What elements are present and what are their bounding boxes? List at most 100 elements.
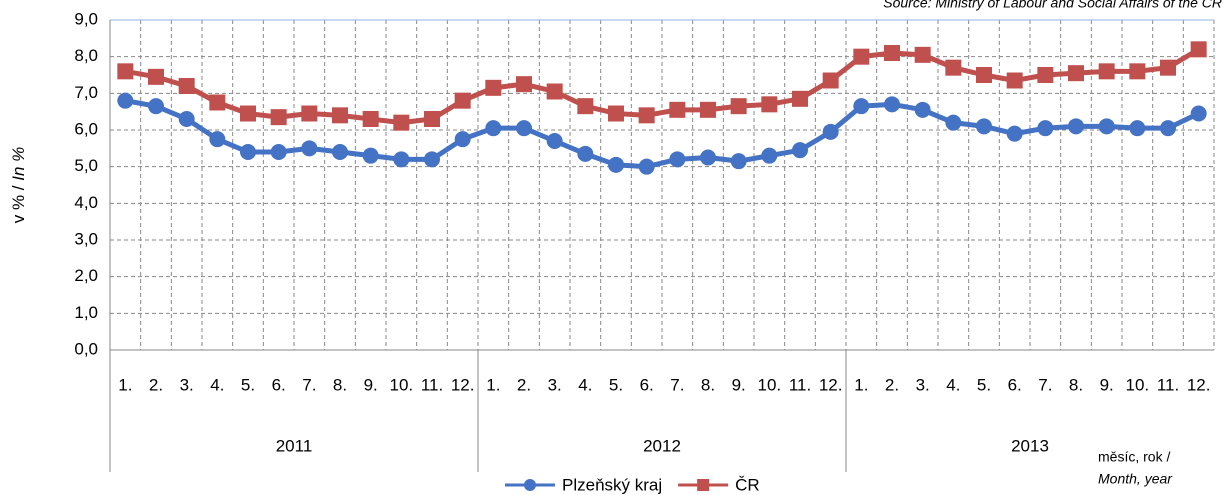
marker xyxy=(914,46,931,63)
marker xyxy=(270,144,287,160)
y-tick-label: 4,0 xyxy=(74,193,98,212)
marker xyxy=(424,151,440,168)
x-tick-label: 1. xyxy=(118,375,132,394)
x-tick-label: 12. xyxy=(1187,375,1211,394)
x-tick-label: 4. xyxy=(946,375,960,394)
marker xyxy=(516,120,532,137)
x-tick-label: 7. xyxy=(670,375,684,394)
x-tick-label: 2. xyxy=(885,375,899,394)
y-tick-label: 3,0 xyxy=(74,229,98,248)
x-tick-label: 5. xyxy=(241,375,255,394)
y-tick-label: 5,0 xyxy=(74,156,98,175)
x-tick-label: 11. xyxy=(1157,375,1179,394)
marker xyxy=(638,107,655,124)
marker xyxy=(1006,72,1023,89)
marker xyxy=(301,105,318,122)
marker xyxy=(577,145,594,162)
marker xyxy=(485,79,502,96)
marker xyxy=(1160,120,1176,137)
marker xyxy=(362,111,379,127)
x-tick-label: 8. xyxy=(333,375,347,394)
marker xyxy=(1129,63,1146,80)
x-axis-label: měsíc, rok / xyxy=(1098,449,1170,465)
marker xyxy=(945,59,962,76)
x-tick-label: 8. xyxy=(1069,375,1083,394)
marker xyxy=(454,92,471,109)
marker xyxy=(700,149,716,166)
marker xyxy=(240,144,256,160)
x-tick-label: 6. xyxy=(272,375,286,394)
marker xyxy=(669,101,686,118)
marker xyxy=(485,120,502,137)
x-tick-label: 11. xyxy=(421,375,443,394)
x-tick-label: 10. xyxy=(390,375,414,394)
x-tick-label: 4. xyxy=(210,375,224,394)
x-tick-label: 9. xyxy=(1100,375,1114,394)
marker xyxy=(332,107,348,124)
marker xyxy=(577,98,594,115)
marker xyxy=(608,156,624,173)
marker xyxy=(1129,120,1146,137)
marker xyxy=(792,142,808,159)
x-tick-label: 3. xyxy=(548,375,562,394)
marker xyxy=(1098,118,1115,135)
y-label-italic: In % xyxy=(9,147,28,181)
marker xyxy=(454,131,471,148)
x-tick-label: 12. xyxy=(819,375,843,394)
marker xyxy=(1037,120,1054,137)
x-tick-label: 5. xyxy=(977,375,991,394)
marker xyxy=(424,111,440,127)
marker xyxy=(178,111,195,127)
year-label: 2013 xyxy=(1011,436,1049,455)
marker xyxy=(148,68,164,85)
marker xyxy=(1160,59,1176,76)
year-label: 2012 xyxy=(643,436,681,455)
y-tick-label: 7,0 xyxy=(74,83,98,102)
marker xyxy=(393,114,410,131)
marker xyxy=(209,94,226,111)
marker xyxy=(700,101,716,118)
x-tick-label: 3. xyxy=(916,375,930,394)
marker xyxy=(546,133,563,149)
marker xyxy=(976,67,992,83)
marker xyxy=(1037,67,1054,83)
x-tick-label: 8. xyxy=(701,375,715,394)
marker xyxy=(822,72,839,89)
marker xyxy=(638,158,655,175)
marker xyxy=(730,153,747,170)
marker xyxy=(1006,125,1023,142)
marker xyxy=(1098,63,1115,80)
marker xyxy=(884,45,900,61)
marker xyxy=(1190,105,1207,122)
marker xyxy=(117,92,134,109)
x-axis-label-italic: Month, year xyxy=(1098,471,1173,487)
y-tick-label: 1,0 xyxy=(74,303,98,322)
marker xyxy=(761,96,778,113)
legend-marker xyxy=(524,479,536,491)
x-tick-label: 2. xyxy=(517,375,531,394)
y-tick-label: 6,0 xyxy=(74,119,98,138)
y-tick-label: 2,0 xyxy=(74,266,98,285)
marker xyxy=(761,147,778,164)
marker xyxy=(1190,41,1207,58)
legend-label: Plzeňský kraj xyxy=(562,475,662,494)
x-tick-label: 6. xyxy=(640,375,654,394)
marker xyxy=(822,123,839,140)
marker xyxy=(914,101,931,118)
x-tick-label: 5. xyxy=(609,375,623,394)
marker xyxy=(148,98,164,115)
y-axis-label: v % / In % xyxy=(9,147,28,224)
marker xyxy=(884,96,900,113)
y-tick-label: 9,0 xyxy=(74,9,98,28)
marker xyxy=(240,105,256,122)
x-tick-label: 6. xyxy=(1008,375,1022,394)
y-label: v % / xyxy=(9,181,28,224)
marker xyxy=(332,144,348,160)
x-tick-label: 9. xyxy=(364,375,378,394)
legend-label: ČR xyxy=(735,475,760,494)
marker xyxy=(792,90,808,107)
legend-marker xyxy=(697,479,710,491)
x-tick-label: 1. xyxy=(854,375,868,394)
x-tick-label: 7. xyxy=(1038,375,1052,394)
